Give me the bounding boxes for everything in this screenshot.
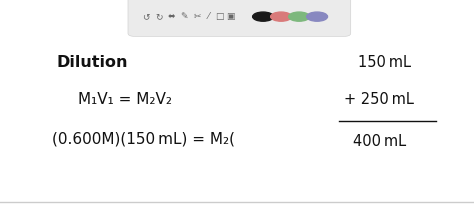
Circle shape [271,12,292,21]
Text: ↺: ↺ [142,12,150,21]
Circle shape [307,12,328,21]
Circle shape [253,12,273,21]
Text: (0.600M)(150 mL) = M₂(: (0.600M)(150 mL) = M₂( [52,132,235,147]
Text: ⁄: ⁄ [208,12,210,21]
FancyBboxPatch shape [128,0,351,36]
Text: ↻: ↻ [155,12,163,21]
Text: ✂: ✂ [193,12,201,21]
Text: Dilution: Dilution [57,55,128,70]
Text: ▣: ▣ [227,12,235,21]
Text: ✎: ✎ [181,12,188,21]
Text: 400 mL: 400 mL [353,134,406,149]
Text: M₁V₁ = M₂V₂: M₁V₁ = M₂V₂ [78,92,172,107]
Text: 150 mL: 150 mL [358,55,411,70]
Text: ⬌: ⬌ [168,12,175,21]
Circle shape [289,12,310,21]
Text: □: □ [215,12,223,21]
Text: + 250 mL: + 250 mL [344,92,413,107]
